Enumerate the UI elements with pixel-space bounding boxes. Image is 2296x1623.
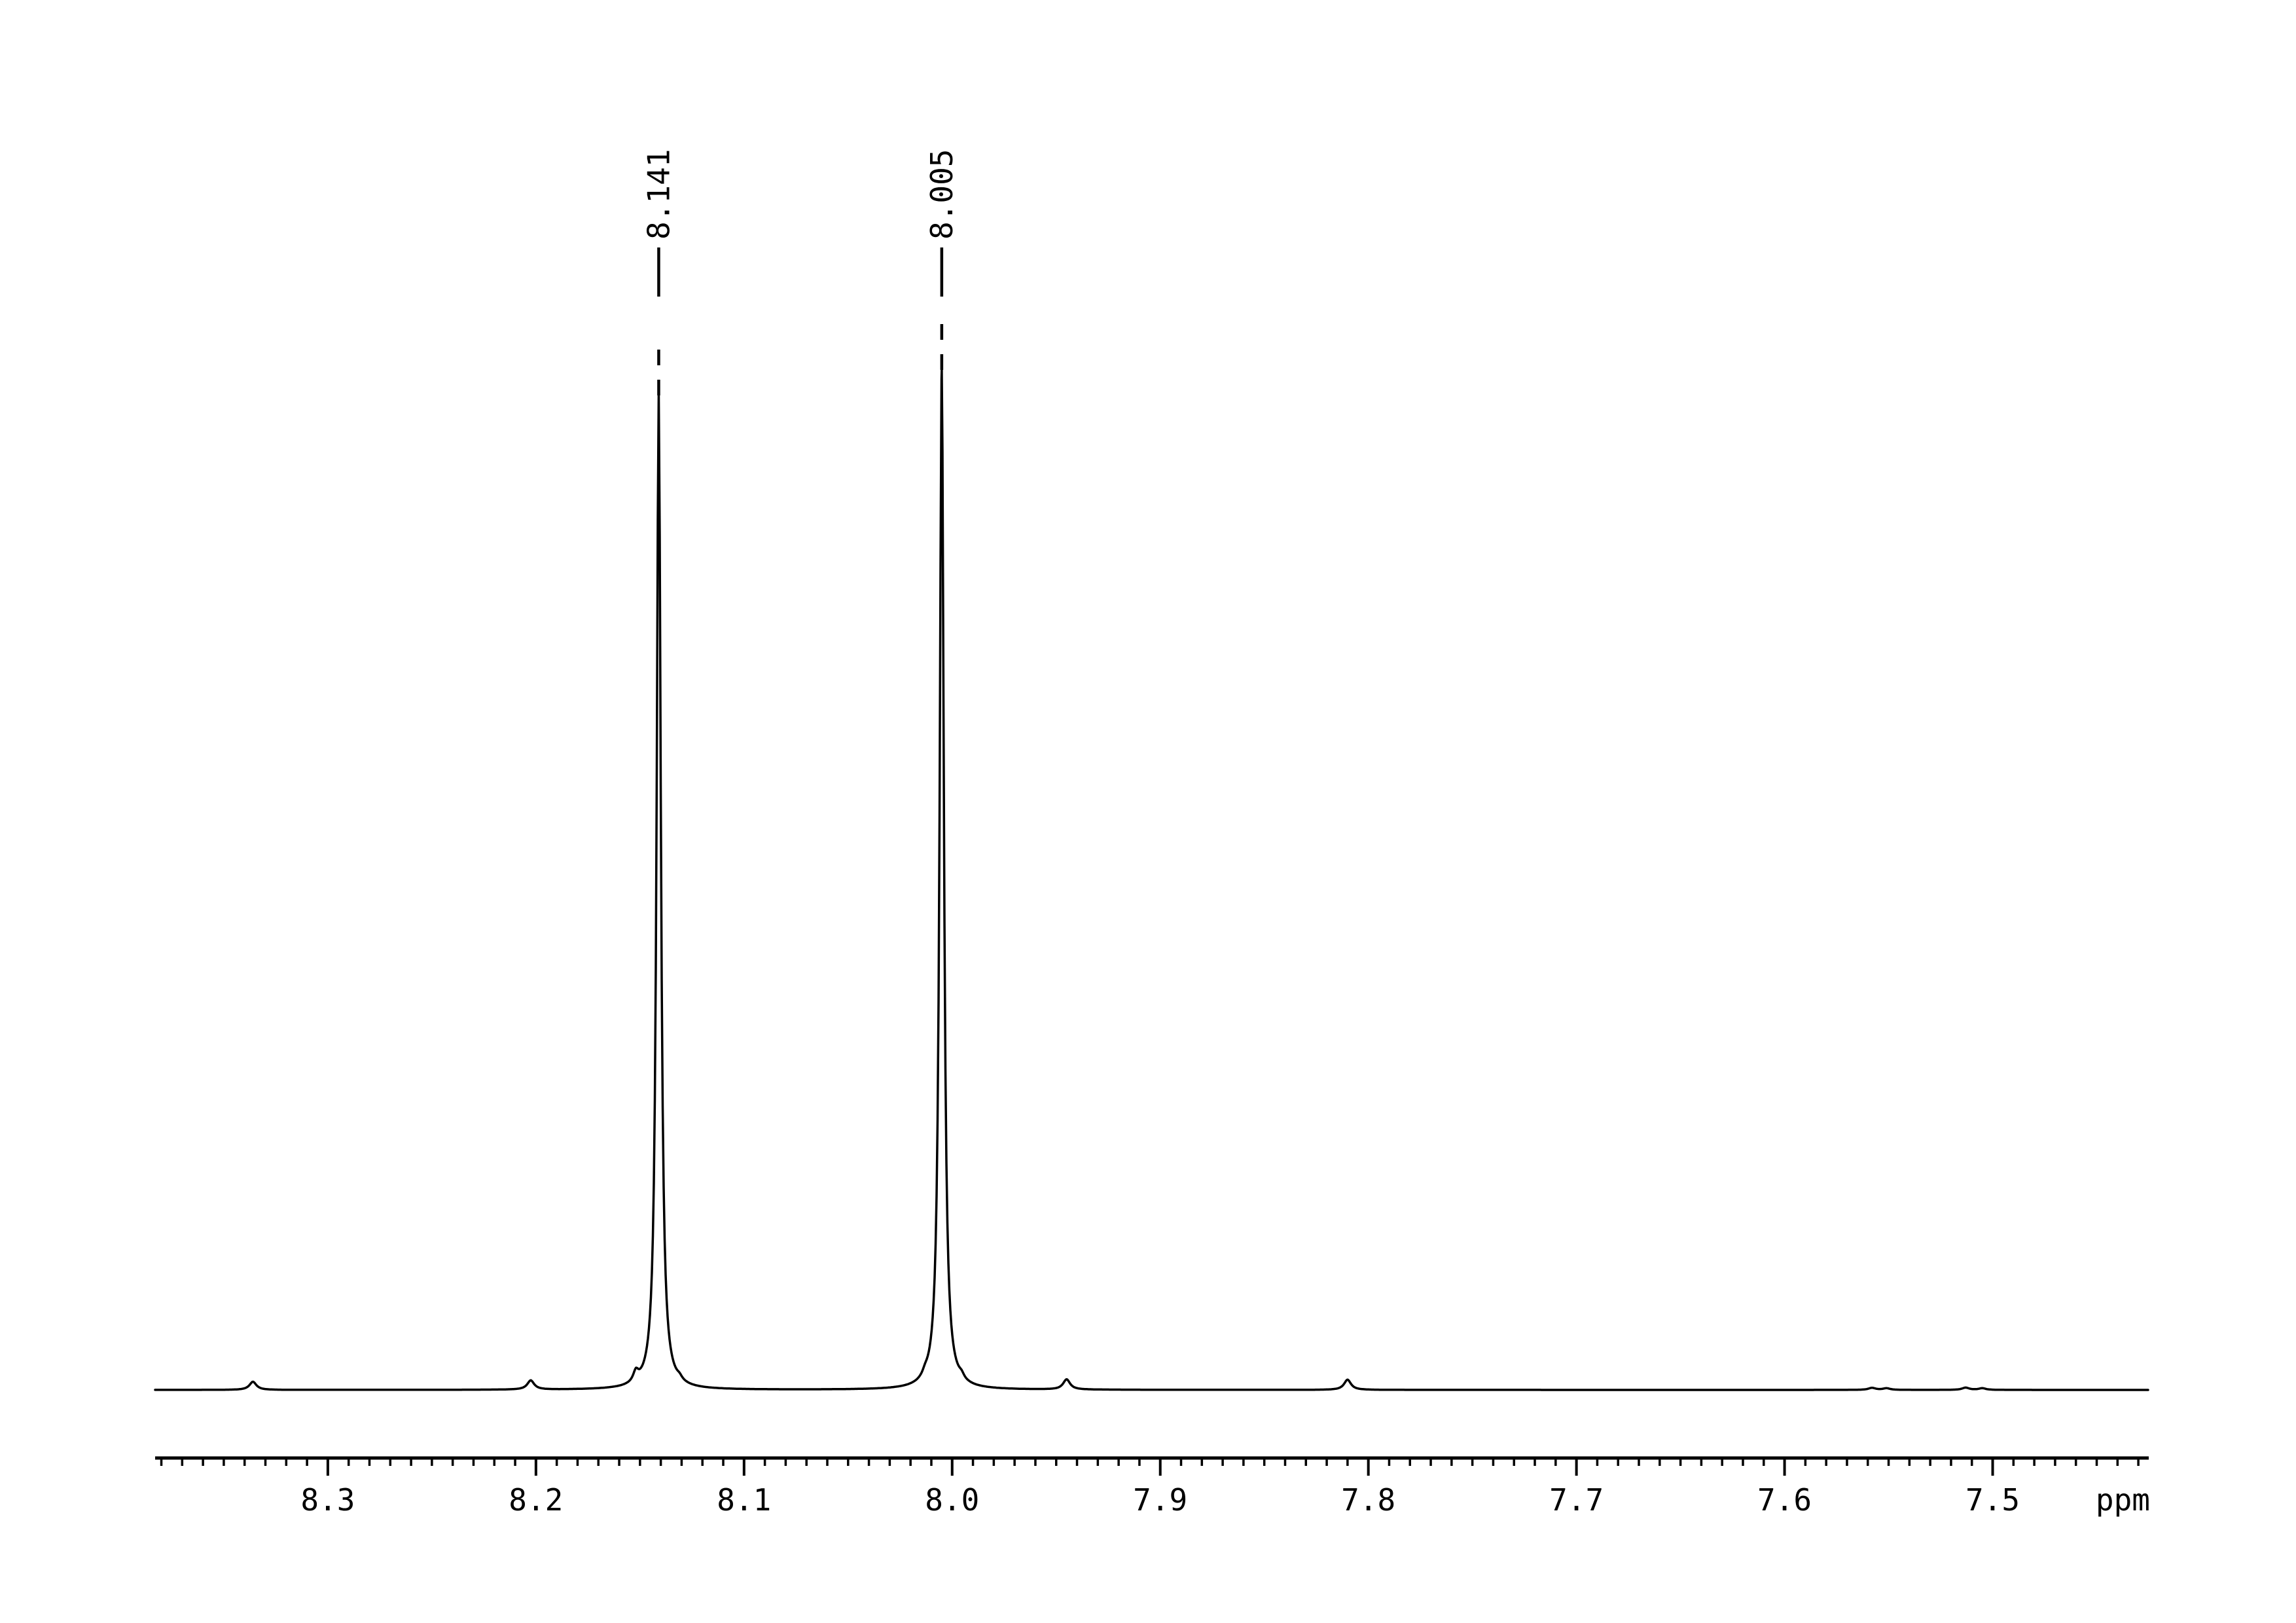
- spectrum-trace: [154, 368, 2149, 1391]
- x-axis-tick-label: 8.0: [925, 1482, 979, 1518]
- x-axis-tick-label: 7.8: [1341, 1482, 1395, 1518]
- x-axis-tick-label: 7.5: [1965, 1482, 2020, 1518]
- x-axis-tick-label: 8.2: [509, 1482, 563, 1518]
- x-axis: 8.3 8.2 8.1 8.0 7.9 7.8 7.7 7.6 7.5 ppm: [155, 1456, 2150, 1518]
- spectrum-trace-group: [154, 368, 2149, 1391]
- x-axis-tick-label: 7.6: [1757, 1482, 1812, 1518]
- x-axis-tick-label: 7.7: [1549, 1482, 1604, 1518]
- x-axis-unit-label: ppm: [2096, 1482, 2150, 1518]
- x-axis-tick-label: 8.1: [717, 1482, 771, 1518]
- x-axis-tick-label: 8.3: [300, 1482, 355, 1518]
- peak-annotation: 8.005: [924, 149, 960, 370]
- peak-annotation-text: 8.141: [641, 149, 676, 240]
- peak-annotation: 8.141: [641, 149, 676, 395]
- x-axis-tick-label: 7.9: [1133, 1482, 1187, 1518]
- peak-annotation-text: 8.005: [924, 149, 960, 240]
